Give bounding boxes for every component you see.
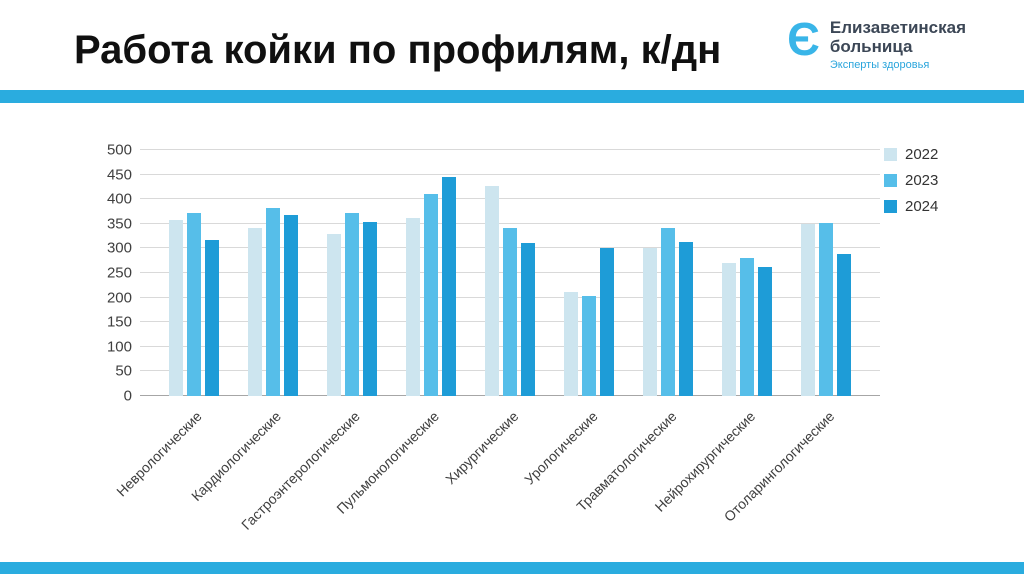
top-divider	[0, 90, 1024, 103]
chart-legend: 2022 2023 2024	[884, 146, 938, 215]
bar-2022	[326, 234, 341, 396]
legend-swatch	[884, 174, 897, 187]
legend-item: 2022	[884, 146, 938, 163]
y-tick-label: 450	[106, 166, 132, 184]
legend-item: 2024	[884, 198, 938, 215]
bar-2022	[564, 291, 579, 396]
bar-2023	[740, 257, 755, 396]
gridline	[140, 222, 880, 224]
y-tick-label: 150	[106, 313, 132, 331]
legend-label: 2023	[905, 172, 939, 189]
bar-group: Хирургические	[442, 150, 549, 487]
bar-group: Кардиологические	[188, 150, 312, 504]
x-category-label: Урологические	[520, 408, 601, 488]
y-tick-label: 250	[106, 264, 132, 282]
bar-2024	[204, 239, 219, 396]
bar-2024	[679, 242, 694, 396]
bottom-divider	[0, 562, 1024, 574]
bar-2023	[423, 193, 438, 396]
y-tick-label: 200	[106, 289, 132, 307]
bar-2023	[582, 295, 597, 396]
legend-label: 2024	[905, 198, 939, 215]
bar-2022	[247, 228, 262, 396]
bar-group: Отоларингологические	[721, 150, 866, 525]
bar-group: Урологические	[521, 150, 629, 487]
bar-2022	[722, 263, 737, 396]
gridline	[140, 149, 880, 150]
bar-group: Неврологические	[113, 150, 233, 500]
y-tick-label: 300	[106, 239, 132, 257]
hospital-name-line1: Елизаветинская	[829, 18, 966, 37]
bar-group: Гастроэнтерологические	[238, 150, 391, 533]
y-tick-label: 100	[106, 338, 132, 356]
legend-label: 2022	[905, 146, 939, 163]
bar-groups: Неврологические Кардиологические Гастроэнт…	[113, 150, 880, 533]
bar-2024	[520, 243, 535, 396]
y-tick-label: 50	[115, 362, 132, 380]
bar-2024	[758, 267, 773, 396]
bar-2023	[186, 212, 201, 396]
y-tick-label: 350	[106, 215, 132, 233]
bar-2023	[344, 212, 359, 396]
y-tick-label: 0	[123, 387, 132, 405]
bar-2024	[441, 176, 456, 396]
hospital-name-line2: больница	[829, 37, 913, 57]
bar-2023	[661, 227, 676, 396]
legend-item: 2023	[884, 172, 938, 189]
bar-2023	[265, 208, 280, 396]
gridline	[140, 198, 880, 200]
bar-group: Нейрохирургические	[652, 150, 787, 515]
y-axis-labels: 0 50 100 150 200 250 300 350 400 450 500	[90, 143, 132, 404]
bar-2023	[819, 223, 834, 396]
bar-chart: Неврологические Кардиологические Гастроэнт…	[113, 149, 880, 533]
y-tick-label: 400	[106, 190, 132, 208]
page-title: Работа койки по профилям, к/дн	[74, 28, 722, 72]
y-tick-label: 500	[106, 141, 132, 159]
bar-2022	[801, 224, 816, 396]
bar-group: Травматологические	[573, 150, 708, 514]
legend-swatch	[884, 148, 897, 161]
hospital-logo: Є Елизаветинская больница Эксперты здоро…	[787, 13, 966, 71]
x-category-label: Неврологические	[113, 408, 205, 500]
bar-2024	[600, 248, 615, 396]
hospital-tagline: Эксперты здоровья	[829, 59, 930, 72]
bar-group: Пульмонологические	[334, 150, 470, 517]
bar-2024	[837, 254, 852, 396]
bar-2024	[362, 222, 377, 396]
bar-2023	[502, 227, 517, 396]
gridline	[140, 173, 880, 175]
bar-2022	[168, 219, 183, 396]
x-category-label: Хирургические	[442, 408, 522, 488]
legend-swatch	[884, 200, 897, 213]
hospital-logo-icon: Є	[787, 13, 820, 65]
bar-2022	[484, 185, 499, 396]
bar-2024	[283, 214, 298, 396]
hospital-logo-text: Елизаветинская больница Эксперты здоровь…	[830, 18, 966, 71]
bar-2022	[643, 248, 658, 396]
bar-2022	[405, 217, 420, 396]
